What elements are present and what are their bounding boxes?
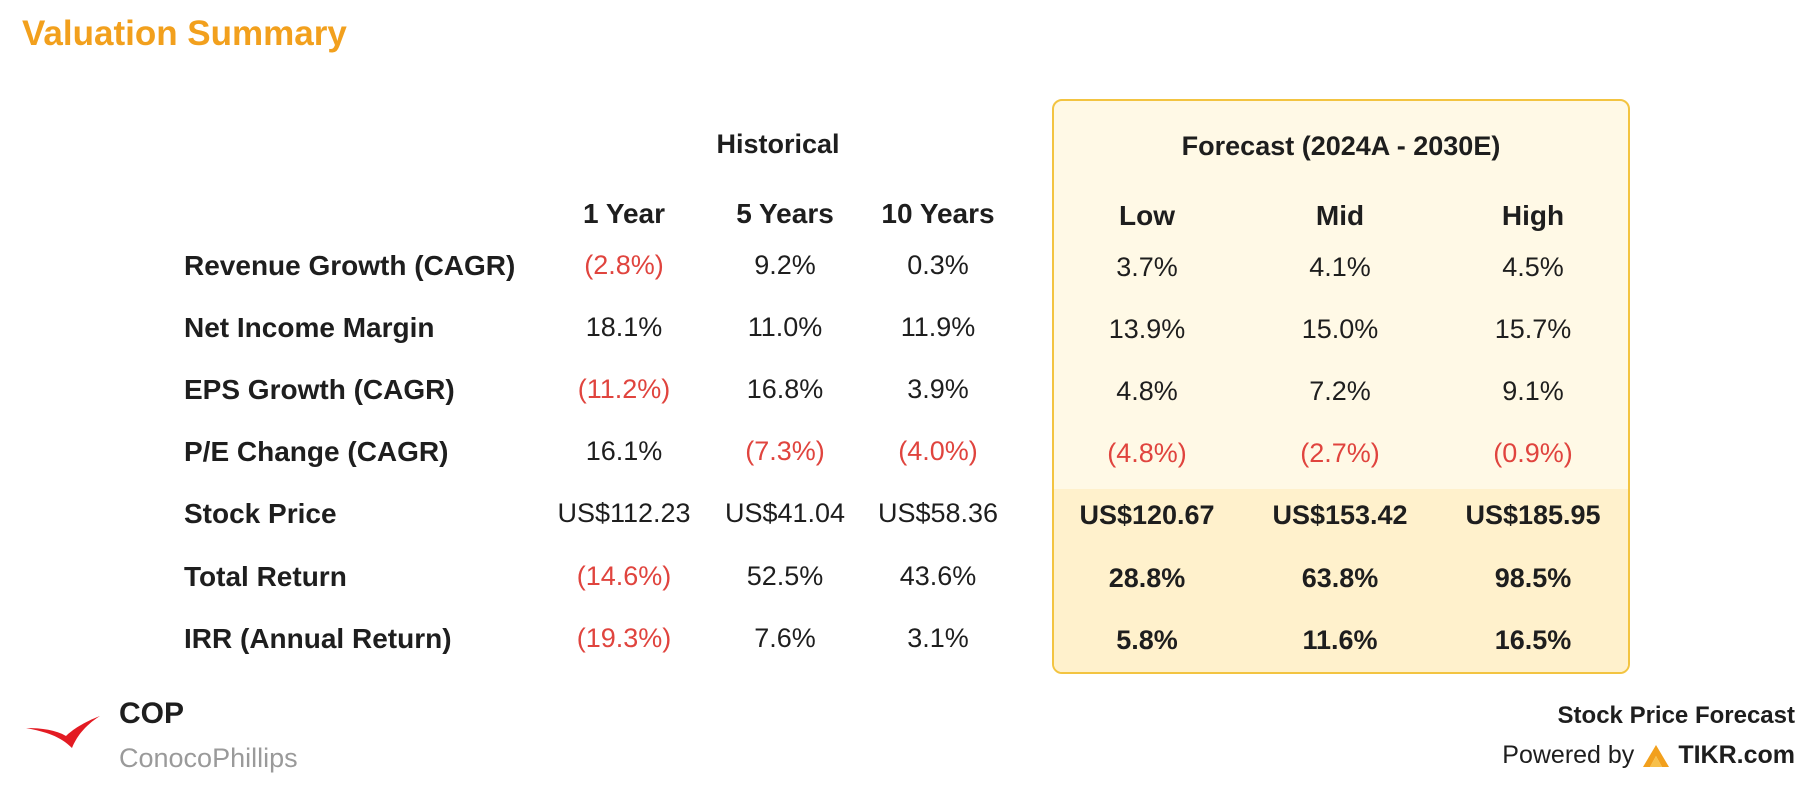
row-label: EPS Growth (CAGR) [184, 374, 455, 405]
column-header: Low [1119, 200, 1175, 231]
table-cell: 15.0% [1301, 314, 1379, 344]
table-cell: US$153.42 [1272, 500, 1408, 530]
table-cell: (14.6%) [576, 561, 672, 591]
table-cell: 16.1% [585, 436, 663, 466]
tikr-logo-icon [1643, 744, 1670, 767]
table-cell: 3.9% [907, 374, 969, 404]
table-cell: 18.1% [585, 312, 663, 342]
table-cell: 52.5% [746, 561, 824, 591]
column-header: Mid [1315, 200, 1365, 231]
table-cell: (4.0%) [898, 436, 978, 466]
table-cell: US$41.04 [724, 498, 846, 528]
row-label: Revenue Growth (CAGR) [184, 250, 516, 281]
table-cell: 16.8% [746, 374, 824, 404]
tikr-brand: TIKR.com [1678, 741, 1795, 769]
table-cell: (7.3%) [745, 436, 825, 466]
page-title: Valuation Summary [22, 14, 347, 53]
table-cell: (0.9%) [1493, 438, 1573, 468]
table-cell: 43.6% [899, 561, 977, 591]
table-cell: 28.8% [1108, 563, 1186, 593]
table-cell: US$185.95 [1465, 500, 1601, 530]
table-cell: 15.7% [1494, 314, 1572, 344]
table-cell: US$120.67 [1079, 500, 1215, 530]
row-label: Stock Price [184, 498, 337, 529]
column-header: 10 Years [881, 198, 995, 229]
table-cell: 3.7% [1116, 252, 1178, 282]
row-label: Net Income Margin [184, 312, 435, 343]
table-cell: (4.8%) [1107, 438, 1187, 468]
row-label: Total Return [184, 561, 347, 592]
table-cell: (2.8%) [584, 250, 664, 280]
table-cell: 16.5% [1494, 625, 1572, 655]
column-header: 1 Year [582, 198, 666, 229]
table-cell: 4.5% [1502, 252, 1564, 282]
table-cell: 13.9% [1108, 314, 1186, 344]
powered-by-label: Powered by [1502, 741, 1635, 769]
historical-group-header: Historical [716, 129, 840, 159]
column-header: 5 Years [736, 198, 834, 229]
table-cell: 9.1% [1502, 376, 1564, 406]
footer-powered-by: Powered by TIKR.com [1502, 741, 1795, 770]
company-ticker: COP [119, 697, 185, 730]
forecast-panel-highlight [1054, 489, 1628, 672]
table-cell: 5.8% [1116, 625, 1178, 655]
table-cell: 7.2% [1309, 376, 1371, 406]
column-header: High [1501, 200, 1565, 231]
table-cell: 11.0% [747, 312, 823, 342]
table-cell: (19.3%) [576, 623, 672, 653]
table-cell: 98.5% [1494, 563, 1572, 593]
table-cell: 4.8% [1116, 376, 1178, 406]
company-name: ConocoPhillips [119, 743, 298, 773]
conocophillips-logo-icon [26, 708, 102, 755]
table-cell: 9.2% [754, 250, 816, 280]
table-cell: 63.8% [1301, 563, 1379, 593]
table-cell: 7.6% [754, 623, 816, 653]
table-cell: 11.6% [1302, 625, 1378, 655]
table-cell: (11.2%) [577, 374, 671, 404]
footer-title: Stock Price Forecast [1557, 702, 1795, 729]
table-cell: 4.1% [1309, 252, 1371, 282]
forecast-group-header: Forecast (2024A - 2030E) [1181, 131, 1501, 161]
table-cell: (2.7%) [1300, 438, 1380, 468]
table-cell: 3.1% [907, 623, 969, 653]
row-label: P/E Change (CAGR) [184, 436, 449, 467]
row-label: IRR (Annual Return) [184, 623, 452, 654]
forecast-panel [1052, 99, 1630, 674]
table-cell: 0.3% [907, 250, 969, 280]
table-cell: 11.9% [900, 312, 976, 342]
table-cell: US$112.23 [557, 498, 691, 528]
table-cell: US$58.36 [877, 498, 999, 528]
